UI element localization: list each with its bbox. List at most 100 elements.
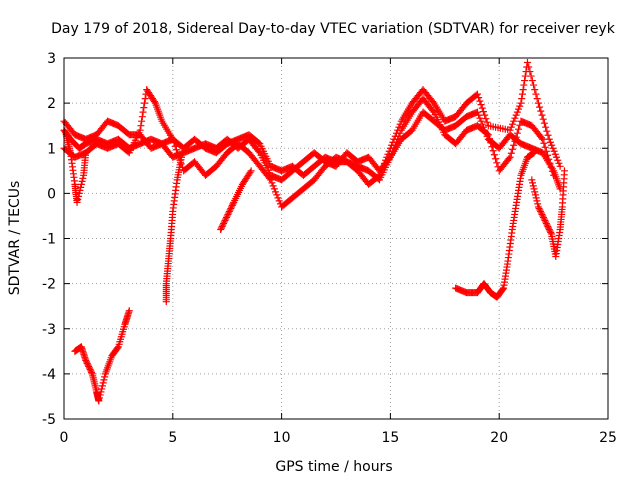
data-point <box>518 90 526 98</box>
data-point <box>546 138 554 146</box>
data-point <box>517 99 525 107</box>
data-point <box>534 99 542 107</box>
data-point <box>543 127 551 135</box>
data-point <box>101 373 109 381</box>
series-trace-7 <box>452 149 538 301</box>
x-tick-label: 0 <box>60 430 69 446</box>
data-point <box>521 77 529 85</box>
data-point <box>169 135 177 143</box>
y-tick-label: 2 <box>47 96 56 112</box>
data-point <box>386 144 394 152</box>
y-tick-label: -2 <box>42 277 56 293</box>
data-point <box>95 397 103 405</box>
data-point <box>78 177 86 185</box>
data-point <box>526 68 534 76</box>
data-point <box>114 344 122 352</box>
data-point <box>547 228 555 236</box>
data-point <box>96 394 104 402</box>
data-point <box>98 382 106 390</box>
data-point <box>515 125 523 133</box>
data-point <box>518 95 526 103</box>
data-point <box>475 111 483 119</box>
data-point <box>550 171 558 179</box>
data-point <box>481 111 489 119</box>
data-point <box>227 204 235 212</box>
data-point <box>100 376 108 384</box>
data-point <box>269 182 277 190</box>
data-point <box>540 139 548 147</box>
data-point <box>140 104 148 112</box>
data-point <box>540 215 548 223</box>
data-point <box>506 153 514 161</box>
data-point <box>270 185 278 193</box>
data-point <box>508 120 516 128</box>
data-point <box>174 149 182 157</box>
data-point <box>88 368 96 376</box>
data-point <box>396 120 404 128</box>
data-point <box>218 222 226 230</box>
series-trace-6 <box>217 167 255 233</box>
data-point <box>82 358 90 366</box>
data-point <box>219 221 227 229</box>
data-point <box>531 188 539 196</box>
data-point <box>541 216 549 224</box>
data-point <box>545 225 553 233</box>
data-point <box>224 210 232 218</box>
data-point <box>275 197 283 205</box>
data-point <box>83 359 91 367</box>
data-point <box>378 165 386 173</box>
data-point <box>385 147 393 155</box>
data-point <box>389 138 397 146</box>
x-tick-label: 15 <box>381 430 399 446</box>
series-trace-8 <box>528 167 568 261</box>
data-point <box>510 117 518 125</box>
data-point <box>483 118 491 126</box>
series-trace-3 <box>60 59 564 211</box>
data-point <box>489 147 497 155</box>
data-point <box>138 117 146 125</box>
data-point <box>77 180 85 188</box>
data-point <box>536 206 544 214</box>
data-point <box>138 113 146 121</box>
data-point <box>479 108 487 116</box>
data-point <box>539 212 547 220</box>
data-point <box>79 174 87 182</box>
grid-lines <box>64 58 608 419</box>
data-point <box>529 179 537 187</box>
data-point <box>543 221 551 229</box>
data-point <box>532 194 540 202</box>
data-point <box>376 171 384 179</box>
data-point <box>86 365 94 373</box>
data-point <box>225 207 233 215</box>
data-point <box>476 114 484 122</box>
data-point <box>507 123 515 131</box>
y-tick-label: -1 <box>42 232 56 248</box>
data-point <box>99 379 107 387</box>
data-point <box>542 123 550 131</box>
data-point <box>528 77 536 85</box>
data-point <box>477 117 485 125</box>
data-point <box>377 168 385 176</box>
data-point <box>274 194 282 202</box>
data-point <box>267 176 275 184</box>
x-tick-label: 20 <box>490 430 508 446</box>
data-point <box>476 97 484 105</box>
data-point <box>560 167 568 175</box>
data-point <box>534 203 542 211</box>
data-point <box>84 361 92 369</box>
data-point <box>171 142 179 150</box>
data-point <box>392 129 400 137</box>
data-point <box>536 103 544 111</box>
data-point <box>482 115 490 123</box>
data-point <box>533 95 541 103</box>
data-point <box>225 209 233 217</box>
data-point <box>268 179 276 187</box>
data-point <box>529 182 537 190</box>
data-point <box>229 200 237 208</box>
y-tick-label: -4 <box>42 367 56 383</box>
data-point <box>492 155 500 163</box>
data-point <box>520 81 528 89</box>
data-point <box>548 167 556 175</box>
data-point <box>490 151 498 159</box>
data-point <box>538 210 546 218</box>
